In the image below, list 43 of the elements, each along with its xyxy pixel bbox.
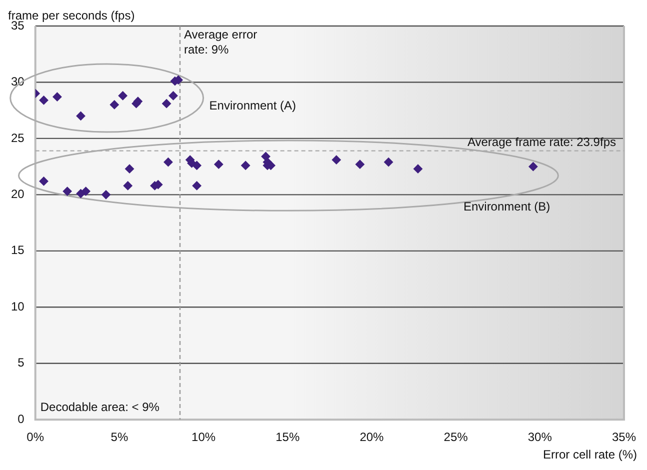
point [39,176,48,186]
point [162,99,172,108]
x-tick-label: 5% [110,430,128,444]
point [125,164,134,174]
x-tick-label: 30% [528,430,552,444]
point [52,92,62,102]
point [413,164,422,174]
point [384,158,394,167]
y-tick-label: 0 [18,412,25,426]
annotation: Environment (B) [463,200,550,214]
point [355,160,364,169]
x-tick-label: 15% [276,430,300,444]
point [76,111,86,120]
point [241,160,250,170]
point [168,91,178,100]
x-axis-title: Error cell rate (%) [542,447,637,462]
point [118,91,128,100]
point [192,181,202,190]
y-tick-label: 15 [10,243,25,258]
x-tick-label: 10% [192,430,216,444]
ref-line-label: Average error rate: 9% [184,27,258,56]
point [332,155,341,164]
x-tick-label: 25% [444,430,468,444]
x-tick-label: 0% [26,430,44,444]
point [110,100,119,110]
y-tick-label: 20 [10,187,25,201]
x-tick-label: 35% [612,430,636,444]
point [39,96,48,105]
y-tick-label: 5 [18,356,25,370]
point [164,158,173,167]
point [62,186,72,196]
y-tick-label: 10 [10,299,25,314]
x-tick-label: 20% [360,430,384,444]
point [214,160,224,169]
ref-line-label: Average frame rate: 23.9fps [467,135,616,150]
point [101,190,110,200]
annotation: Decodable area: < 9% [40,400,160,414]
point [192,160,202,170]
y-tick-label: 25 [10,130,25,145]
annotation: Environment (A) [209,98,296,112]
point [123,181,132,190]
point [528,162,538,172]
point [81,186,90,196]
